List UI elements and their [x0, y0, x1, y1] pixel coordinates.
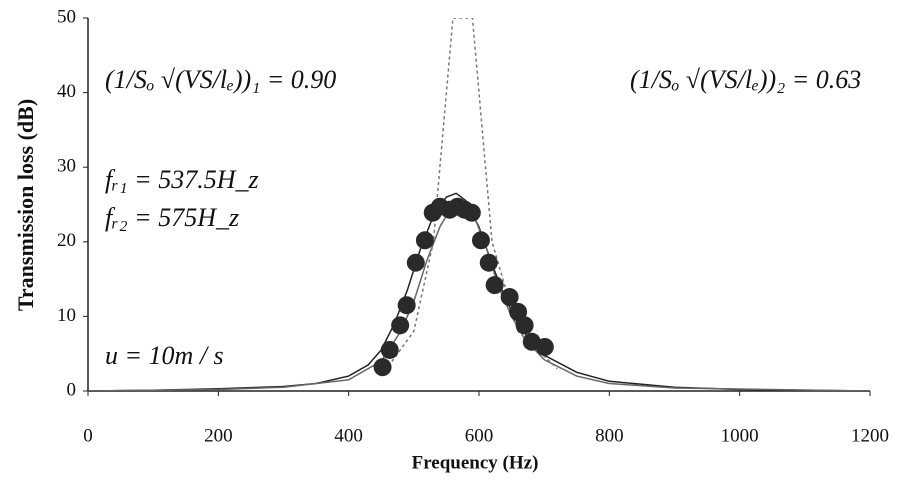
point	[479, 253, 498, 272]
point	[500, 288, 519, 307]
x-tick-label: 1200	[851, 425, 889, 446]
y-tick-label: 0	[67, 379, 77, 400]
y-tick-label: 30	[57, 156, 76, 177]
plot-area	[88, 18, 870, 391]
y-tick-label: 50	[57, 6, 76, 27]
point	[471, 231, 490, 250]
point	[406, 253, 425, 272]
x-axis-label: Frequency (Hz)	[412, 452, 539, 473]
point	[380, 340, 399, 359]
line	[380, 18, 558, 377]
point	[462, 203, 481, 222]
annotation: u = 10m / s	[105, 341, 224, 370]
point	[397, 296, 416, 315]
point	[515, 316, 534, 335]
point	[535, 337, 554, 356]
point	[373, 358, 392, 377]
y-axis-label: Transmission loss (dB)	[13, 99, 38, 311]
point	[485, 276, 504, 295]
x-tick-label: 400	[334, 425, 363, 446]
x-tick-label: 600	[465, 425, 494, 446]
annotation: fᵣ₁ = 537.5H_z	[105, 165, 259, 194]
point	[509, 302, 528, 321]
annotation: fᵣ₂ = 575H_z	[105, 203, 239, 232]
annotation: (1/Sₒ √(VS/lₑ))₁ = 0.90	[105, 65, 336, 94]
y-tick-label: 40	[57, 81, 76, 102]
point	[415, 231, 434, 250]
x-tick-label: 0	[83, 425, 93, 446]
y-tick-label: 10	[57, 305, 76, 326]
y-tick-label: 20	[57, 230, 76, 251]
x-tick-label: 800	[595, 425, 624, 446]
annotation: (1/Sₒ √(VS/lₑ))₂ = 0.63	[630, 65, 861, 94]
x-tick-label: 200	[204, 425, 233, 446]
x-tick-label: 1000	[721, 425, 759, 446]
point	[391, 316, 410, 335]
